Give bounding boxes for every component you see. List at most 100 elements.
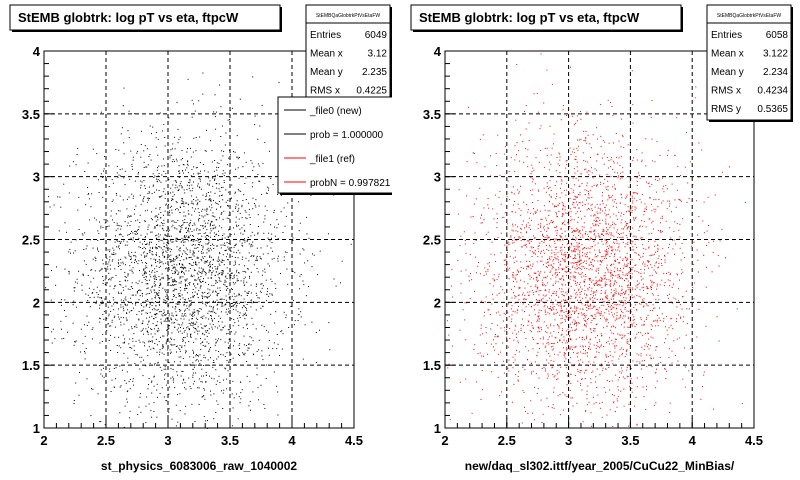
- data-point: [138, 318, 140, 320]
- data-point: [196, 293, 198, 295]
- data-point: [150, 159, 152, 161]
- data-point: [621, 289, 623, 291]
- data-point: [226, 217, 228, 219]
- data-point: [167, 328, 169, 330]
- data-point: [566, 182, 568, 184]
- data-point: [158, 304, 160, 306]
- data-point: [569, 338, 571, 340]
- data-point: [252, 391, 254, 393]
- data-point: [135, 233, 137, 235]
- data-point: [198, 257, 200, 259]
- data-point: [664, 282, 666, 284]
- data-point: [92, 388, 94, 390]
- data-point: [100, 173, 102, 175]
- data-point: [232, 305, 234, 307]
- data-point: [164, 374, 165, 376]
- data-point: [215, 312, 217, 314]
- data-point: [625, 278, 627, 280]
- data-point: [232, 407, 234, 409]
- data-point: [138, 289, 139, 291]
- data-point: [638, 331, 640, 333]
- data-point: [465, 269, 467, 271]
- data-point: [261, 287, 263, 289]
- data-point: [166, 317, 168, 319]
- data-point: [166, 294, 168, 296]
- data-point: [597, 280, 599, 282]
- data-point: [165, 204, 167, 206]
- data-point: [175, 346, 177, 347]
- data-point: [182, 220, 184, 222]
- data-point: [614, 267, 616, 269]
- data-point: [171, 198, 173, 200]
- data-point: [236, 275, 238, 277]
- data-point: [172, 279, 174, 281]
- data-point: [122, 342, 124, 344]
- data-point: [209, 266, 211, 268]
- data-point: [597, 242, 599, 244]
- data-point: [299, 222, 301, 224]
- data-point: [588, 365, 590, 367]
- data-point: [624, 321, 626, 323]
- data-point: [572, 349, 573, 351]
- data-point: [197, 283, 199, 285]
- data-point: [213, 259, 214, 261]
- data-point: [99, 321, 101, 323]
- data-point: [340, 282, 341, 284]
- data-point: [302, 280, 304, 282]
- data-point: [591, 332, 593, 333]
- data-point: [626, 275, 628, 276]
- data-point: [293, 324, 295, 326]
- data-point: [191, 214, 193, 216]
- data-point: [143, 273, 145, 275]
- chart-title: StEMB globtrk: log pT vs eta, ftpcW: [18, 10, 239, 25]
- data-point: [168, 267, 170, 269]
- data-point: [120, 293, 122, 295]
- data-point: [559, 250, 561, 252]
- data-point: [564, 319, 566, 321]
- data-point: [525, 306, 527, 308]
- data-point: [649, 310, 651, 311]
- data-point: [590, 329, 592, 331]
- data-point: [152, 126, 154, 128]
- data-point: [606, 173, 608, 175]
- data-point: [221, 125, 223, 127]
- data-point: [607, 99, 609, 101]
- data-point: [164, 210, 166, 212]
- data-point: [93, 288, 95, 290]
- data-point: [174, 322, 176, 324]
- data-point: [647, 332, 649, 334]
- data-point: [207, 312, 209, 314]
- data-point: [190, 325, 192, 326]
- data-point: [131, 269, 133, 271]
- data-point: [202, 249, 204, 251]
- data-point: [565, 330, 567, 332]
- data-point: [199, 280, 201, 282]
- data-point: [676, 318, 678, 320]
- data-point: [619, 334, 621, 336]
- data-point: [243, 298, 245, 300]
- data-point: [183, 331, 185, 333]
- data-point: [595, 253, 596, 255]
- data-point: [508, 241, 510, 243]
- data-point: [115, 367, 117, 369]
- data-point: [678, 287, 680, 289]
- data-point: [206, 302, 208, 304]
- data-point: [141, 295, 143, 297]
- data-point: [165, 289, 167, 291]
- data-point: [201, 210, 203, 212]
- data-point: [585, 160, 587, 162]
- data-point: [625, 224, 627, 226]
- data-point: [179, 301, 180, 303]
- data-point: [609, 381, 611, 382]
- data-point: [171, 241, 173, 243]
- data-point: [162, 312, 164, 314]
- data-point: [259, 125, 261, 127]
- data-point: [195, 364, 197, 366]
- data-point: [180, 295, 182, 297]
- data-point: [204, 150, 206, 152]
- data-point: [312, 253, 313, 255]
- data-point: [611, 263, 613, 265]
- data-point: [147, 312, 148, 314]
- data-point: [107, 263, 109, 265]
- data-point: [618, 358, 620, 360]
